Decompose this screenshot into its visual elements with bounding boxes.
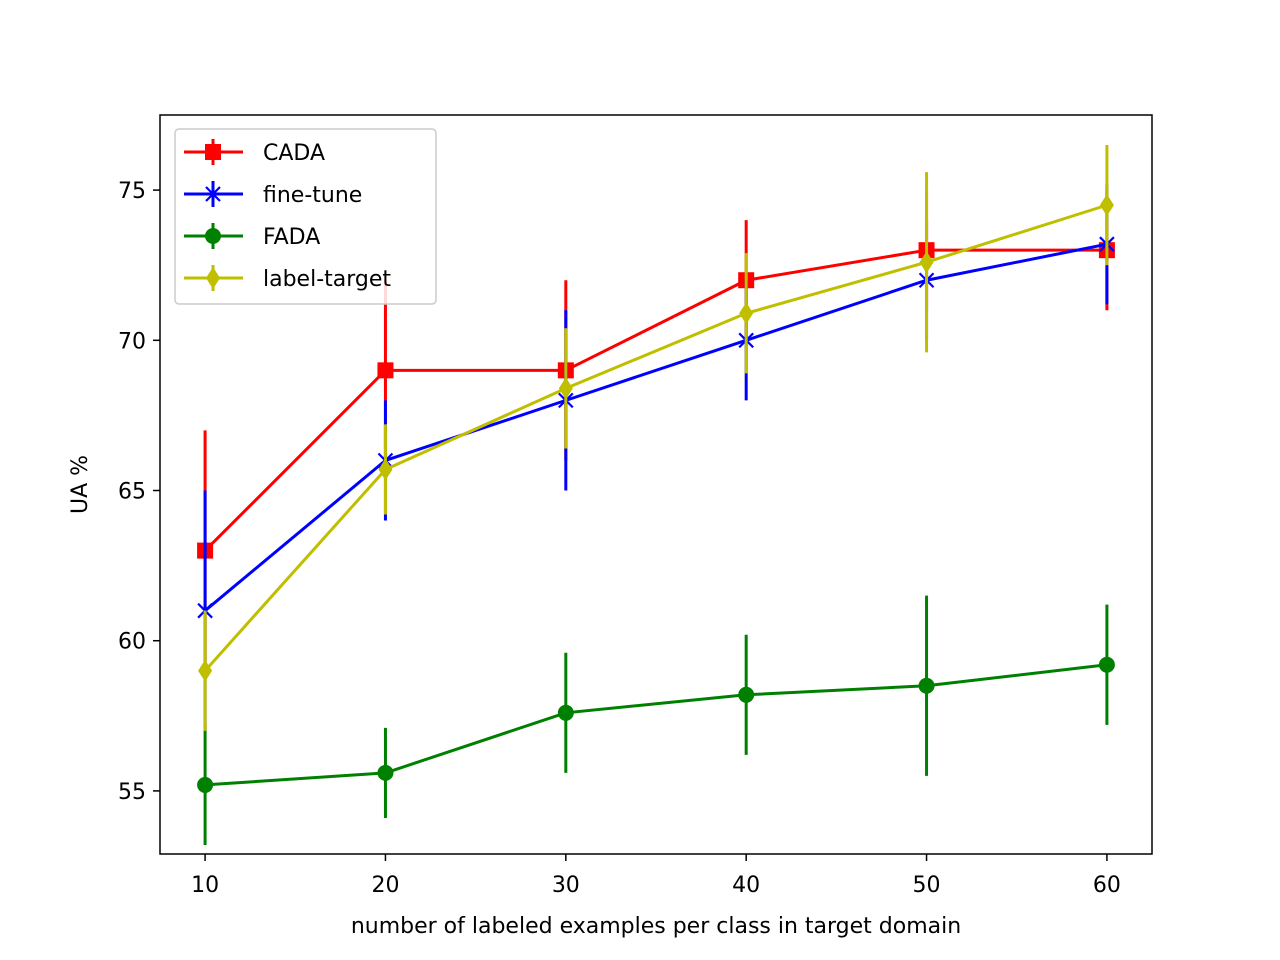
x-tick-label: 40	[732, 873, 760, 898]
legend-label: fine-tune	[263, 183, 362, 208]
y-tick-label: 55	[118, 780, 146, 805]
data-point	[1098, 656, 1115, 673]
x-tick-label: 20	[371, 873, 399, 898]
legend-item: CADA	[184, 139, 325, 166]
y-axis-label: UA %	[68, 455, 93, 514]
y-tick-label: 60	[118, 630, 146, 655]
data-point	[197, 776, 214, 793]
x-tick-label: 50	[913, 873, 941, 898]
series-line	[204, 248, 1107, 552]
data-point	[377, 362, 394, 379]
data-point	[918, 677, 935, 694]
y-tick-label: 75	[118, 179, 146, 204]
legend-label: FADA	[263, 225, 320, 250]
y-tick-label: 70	[118, 329, 146, 354]
series-line	[203, 203, 1108, 672]
data-point	[919, 251, 934, 274]
x-tick-label: 60	[1093, 873, 1121, 898]
legend-item: fine-tune	[184, 181, 362, 208]
legend-frame	[174, 128, 437, 305]
x-tick-label: 10	[191, 873, 219, 898]
plot-frame	[159, 114, 1153, 855]
series-line	[204, 242, 1108, 612]
data-point	[558, 377, 573, 400]
legend: CADA fine-tune FADA label-target	[174, 128, 437, 305]
data-point	[557, 704, 574, 721]
series-layer	[197, 145, 1115, 845]
legend-label: CADA	[263, 141, 325, 166]
series-line	[204, 663, 1108, 787]
series-fada	[197, 595, 1115, 845]
legend-marker	[205, 144, 221, 160]
marker-stroke	[205, 186, 221, 202]
ticks-layer: 10 20 30 40 50 60 55 60 65 70 75	[118, 179, 1121, 898]
legend-marker	[205, 186, 221, 202]
legend-marker	[206, 267, 220, 289]
data-point	[739, 302, 754, 325]
data-point	[1099, 194, 1114, 217]
data-point	[378, 458, 393, 481]
legend-item: FADA	[184, 223, 320, 250]
y-tick-label: 65	[118, 480, 146, 505]
series-label-target	[198, 145, 1114, 731]
legend-item: label-target	[184, 265, 391, 292]
data-point	[377, 764, 394, 781]
data-point	[738, 686, 755, 703]
x-axis-label: number of labeled examples per class in …	[351, 914, 961, 939]
x-tick-label: 30	[552, 873, 580, 898]
data-point	[198, 659, 213, 682]
legend-marker	[205, 228, 221, 244]
legend-label: label-target	[263, 267, 391, 292]
